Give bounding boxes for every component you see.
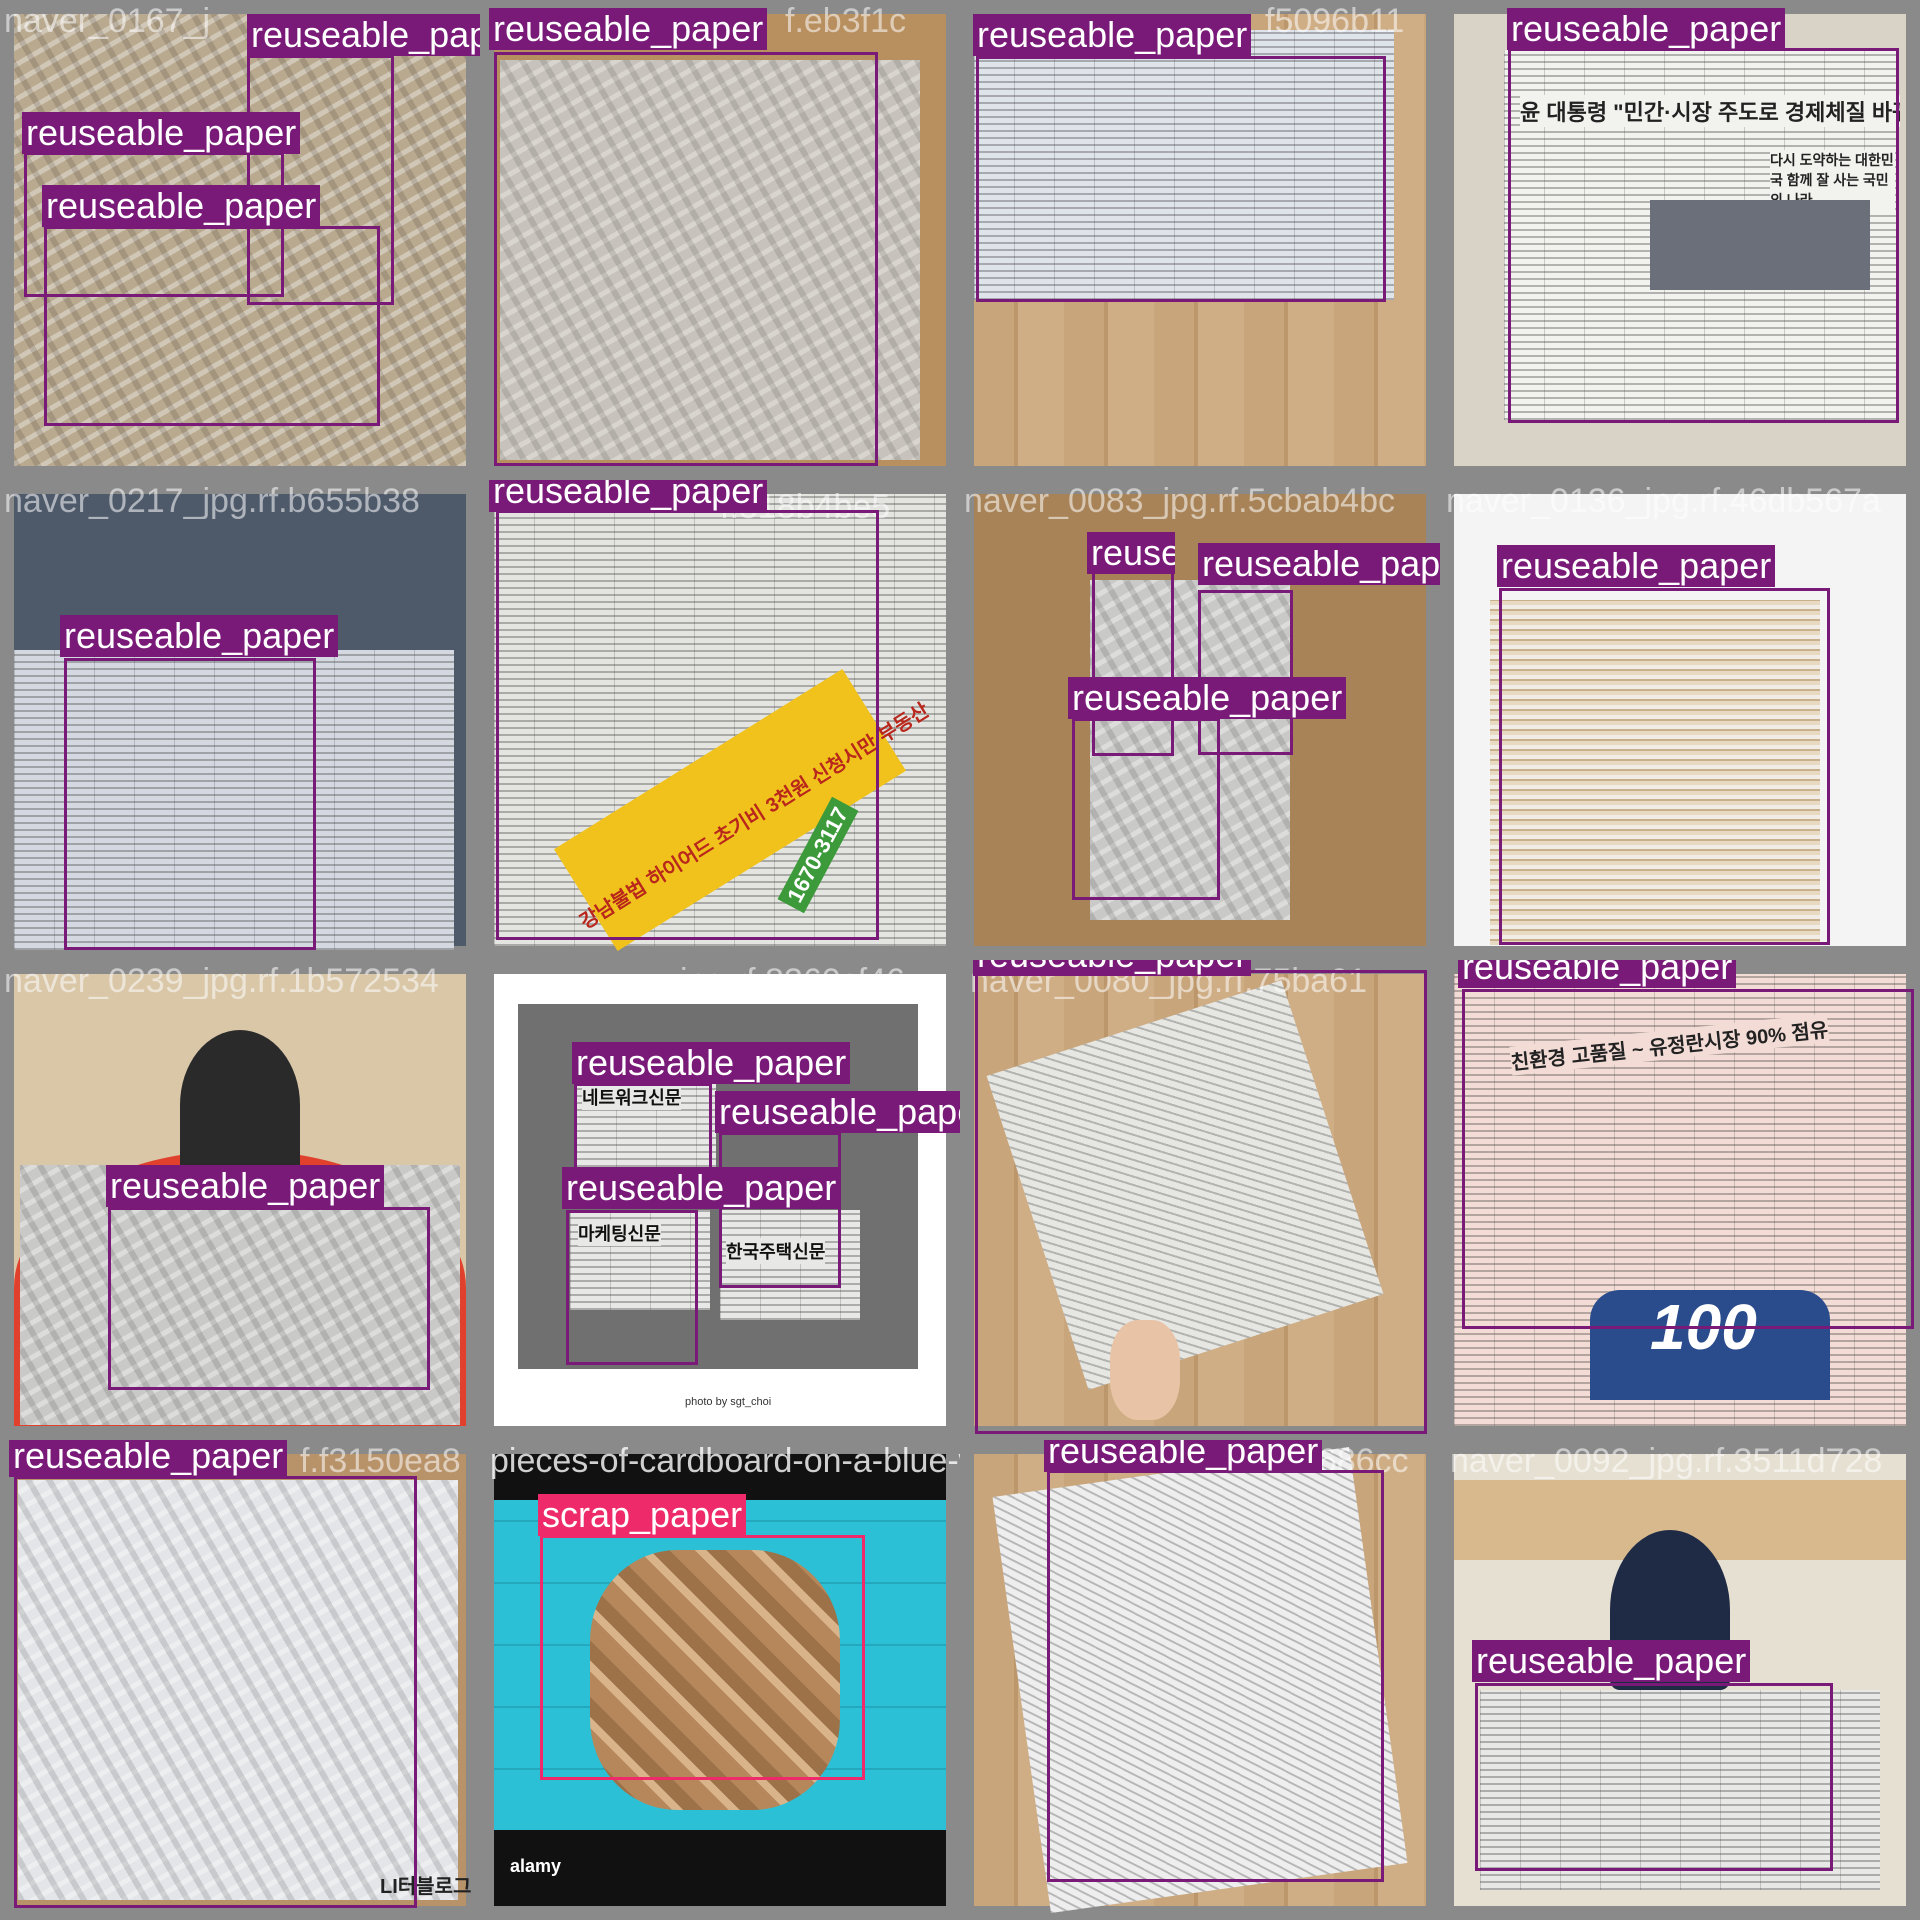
tile-filename: naver_0167_j xyxy=(4,2,211,40)
bbox-label: scrap_paper xyxy=(538,1494,747,1536)
bbox xyxy=(64,658,316,950)
bbox-label: reuseable_paper xyxy=(106,1165,385,1207)
image-tile: f.eb3f1c reuseable_paper xyxy=(480,0,960,480)
bbox-label: reuseable_paper xyxy=(973,14,1252,56)
bbox-label: reuseable_paper xyxy=(1472,1640,1751,1682)
image-tile: 강남불법 하이어드 초기비 3천원 신청시만 부동산 1670-3117 f.3… xyxy=(480,480,960,960)
tile-filename: f.eb3f1c xyxy=(785,2,906,40)
paper-b-title: 마케팅신문 xyxy=(578,1220,661,1246)
bbox xyxy=(975,970,1427,1434)
newspaper-sheets xyxy=(1480,1690,1880,1890)
paper-c xyxy=(720,1210,860,1320)
tile-photo xyxy=(14,14,466,466)
image-tile: 윤 대통령 "민간·시장 주도로 경제체질 바꿔야" 다시 도약하는 대한민국 … xyxy=(1440,0,1920,480)
bbox xyxy=(566,1210,698,1365)
paper-a-title: 네트워크신문 xyxy=(582,1084,682,1110)
image-tile: LI터블로그 f.f3150ea8 reuseable_paper xyxy=(0,1440,480,1920)
image-tile: f5096b11 reuseable_paper xyxy=(960,0,1440,480)
newspaper-sheets xyxy=(14,650,454,950)
bbox-label: reuseable_paper xyxy=(489,480,768,512)
bbox-label: reuseable_paper xyxy=(60,615,339,657)
bbox xyxy=(976,56,1386,302)
watermark: alamy xyxy=(510,1856,562,1876)
photo-credit: photo by sgt_choi xyxy=(685,1396,772,1408)
image-tile: alamy pieces-of-cardboard-on-a-blue-wood… xyxy=(480,1440,960,1920)
tile-filename: naver_0239_jpg.rf.1b572534 xyxy=(4,962,439,1000)
bbox-label: reuseable_paper xyxy=(42,185,321,227)
tile-filename: naver_0083_jpg.rf.5cbab4bc xyxy=(964,482,1395,520)
news-photo xyxy=(1650,200,1870,290)
paper-c-title: 한국주택신문 xyxy=(726,1238,826,1264)
paper-bundle xyxy=(1090,580,1290,920)
bbox xyxy=(1047,1470,1384,1882)
crumpled-paper xyxy=(500,60,920,460)
cardboard-pieces xyxy=(590,1550,840,1810)
bbox-label: reuseable_paper xyxy=(22,112,301,154)
tile-filename: f.f3150ea8 xyxy=(300,1442,461,1480)
bbox-label: reuseable_paper xyxy=(9,1440,288,1477)
image-tile: naver_0167_j reuseable_paper reuseable_p… xyxy=(0,0,480,480)
bbox xyxy=(1462,989,1914,1329)
bbox-label: reuseable_paper xyxy=(572,1042,851,1084)
tile-filename: jpg.rf.8360cf46 xyxy=(680,962,905,1000)
child xyxy=(180,1030,300,1180)
tile-filename: naver_0217_jpg.rf.b655b38 xyxy=(4,482,420,520)
bbox xyxy=(496,510,879,940)
bbox-label: reuseable_paper xyxy=(489,8,768,50)
bbox xyxy=(1475,1683,1833,1871)
tile-filename: naver_0092_jpg.rf.3511d728 xyxy=(1450,1442,1883,1480)
image-tile: b1686cc reuseable_paper xyxy=(960,1440,1440,1920)
blue-ad xyxy=(1590,1290,1830,1400)
bbox xyxy=(719,1132,841,1288)
image-tile: naver_0083_jpg.rf.5cbab4bc reuseable_pap… xyxy=(960,480,1440,960)
bbox xyxy=(44,226,380,426)
bbox-label: reuseable_paper xyxy=(1497,545,1776,587)
bbox-label: reuseable_paper xyxy=(1198,543,1440,585)
hand xyxy=(1110,1320,1180,1420)
headline-text: 윤 대통령 "민간·시장 주도로 경제체질 바꿔야" xyxy=(1520,95,1900,127)
bbox xyxy=(1198,590,1293,755)
bbox xyxy=(540,1535,865,1780)
image-tile: 친환경 고품질 ~ 유정란시장 90% 점유 100 reuseable_pap… xyxy=(1440,960,1920,1440)
bbox-label: reuseable_paper xyxy=(715,1091,960,1133)
bbox xyxy=(1499,588,1830,945)
bbox xyxy=(108,1207,430,1390)
image-tile: naver_0092_jpg.rf.3511d728 reuseable_pap… xyxy=(1440,1440,1920,1920)
tile-filename: naver_0136_jpg.rf.46db567a xyxy=(1446,482,1881,520)
image-tile: naver_0080_jpg.rf.75ba61 reuseable_paper xyxy=(960,960,1440,1440)
bbox-label: reuseable_paper xyxy=(973,960,1252,976)
bbox xyxy=(494,52,878,466)
bbox-label: reuseable_paper xyxy=(1087,532,1175,574)
bbox-label: reuseable_paper xyxy=(562,1167,841,1209)
image-tile: 네트워크신문 마케팅신문 한국주택신문 photo by sgt_choi jp… xyxy=(480,960,960,1440)
bbox xyxy=(1508,48,1899,423)
bbox-label: reuseable_paper xyxy=(247,14,480,56)
newspaper-stack xyxy=(974,30,1394,300)
logo-text: LI터블로그 xyxy=(380,1876,472,1898)
bbox-label: reuseable_paper xyxy=(1044,1440,1323,1472)
tile-filename: f5096b11 xyxy=(1265,2,1405,40)
bbox-label: reuseable_paper xyxy=(1458,960,1737,988)
image-tile: naver_0136_jpg.rf.46db567a reuseable_pap… xyxy=(1440,480,1920,960)
bbox-label: reuseable_paper xyxy=(1507,8,1786,50)
image-tile: naver_0217_jpg.rf.b655b38 reuseable_pape… xyxy=(0,480,480,960)
bbox xyxy=(14,1476,417,1908)
newspaper-pile xyxy=(1490,600,1820,945)
bbox-label: reuseable_paper xyxy=(1068,677,1347,719)
bbox xyxy=(247,55,394,305)
bbox xyxy=(1072,718,1220,900)
tile-filename: pieces-of-cardboard-on-a-blue-wood-backg… xyxy=(490,1442,960,1480)
subhead-text: 다시 도약하는 대한민국 함께 잘 사는 국민의 나라 xyxy=(1770,150,1895,210)
crumpled-paper xyxy=(18,1480,458,1900)
image-tile: naver_0239_jpg.rf.1b572534 reuseable_pap… xyxy=(0,960,480,1440)
